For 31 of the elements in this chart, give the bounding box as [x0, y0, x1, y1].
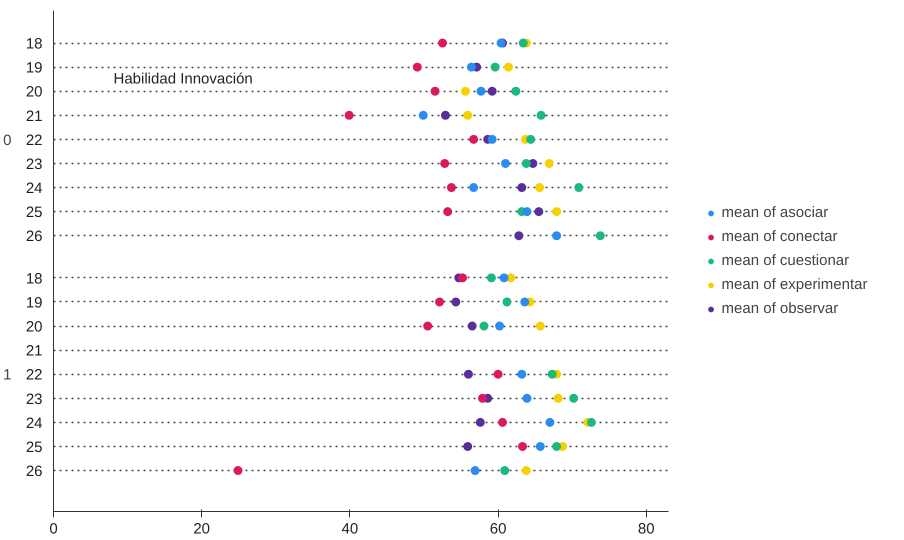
y-tick-label: 22	[26, 132, 43, 149]
y-tick-label: 19	[26, 60, 43, 77]
y-tick-label: 25	[26, 204, 43, 222]
y-tick-label: 20	[26, 84, 43, 101]
y-tick-label: 26	[26, 463, 43, 480]
text: 1	[3, 366, 12, 384]
y-tick-label: 21	[26, 342, 43, 360]
y-tick-label: 24	[26, 414, 43, 432]
y-tick-label: 18	[26, 36, 43, 53]
text: 0	[3, 132, 12, 149]
y-tick-label: 19	[26, 294, 43, 312]
legend-label: mean of observar	[722, 300, 838, 318]
x-tick-label: 60	[490, 520, 506, 538]
x-tick-label: 20	[193, 520, 210, 538]
text: Habilidad Innovación	[114, 70, 253, 88]
y-tick-label: 23	[26, 390, 43, 408]
legend-label: mean of experimentar	[722, 276, 868, 294]
x-tick-label: 80	[638, 520, 655, 538]
y-tick-label: 21	[26, 108, 43, 125]
y-tick-label: 24	[26, 180, 43, 198]
x-tick-label: 40	[342, 520, 358, 538]
x-tick-label: 0	[49, 520, 58, 538]
y-tick-label: 23	[26, 156, 43, 173]
y-tick-label: 18	[26, 270, 43, 288]
legend-label: mean of cuestionar	[722, 252, 850, 270]
y-tick-label: 25	[26, 438, 43, 456]
legend-label: mean of asociar	[722, 204, 828, 222]
y-tick-label: 20	[26, 318, 43, 336]
legend-label: mean of conectar	[722, 228, 838, 246]
y-tick-label: 26	[26, 228, 43, 246]
y-tick-label: 22	[26, 366, 43, 384]
